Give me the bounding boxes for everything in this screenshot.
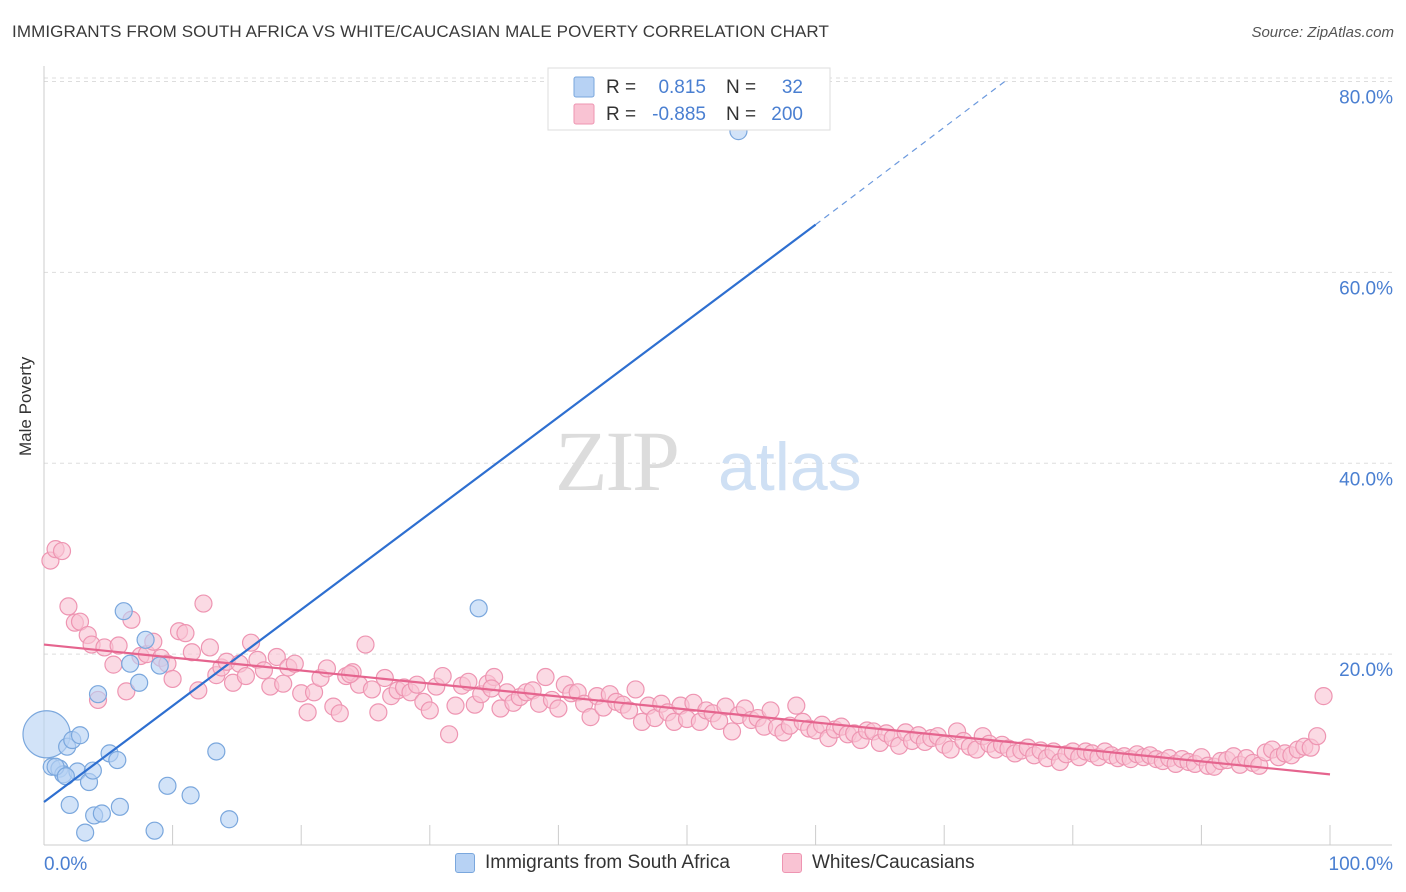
- data-point: [104, 655, 123, 674]
- data-point: [241, 633, 261, 652]
- data-point: [163, 669, 182, 689]
- data-point: [298, 703, 317, 722]
- data-point: [220, 810, 239, 829]
- legend-item-immigrants[interactable]: Immigrants from South Africa: [455, 852, 730, 874]
- data-point: [1308, 727, 1327, 746]
- legend-stats-box: [547, 67, 831, 131]
- data-point: [70, 612, 90, 631]
- data-point: [176, 624, 195, 643]
- data-point: [356, 635, 375, 654]
- data-point: [182, 643, 201, 662]
- data-point: [70, 726, 90, 745]
- source-attribution: Source: ZipAtlas.com: [1251, 24, 1394, 41]
- data-point: [722, 722, 742, 741]
- data-point: [110, 797, 129, 816]
- data-point: [109, 636, 128, 655]
- legend-item-whites[interactable]: Whites/Caucasians: [782, 852, 975, 874]
- data-point: [254, 661, 274, 680]
- data-point: [59, 597, 78, 616]
- data-point: [536, 667, 555, 687]
- trend-line-whites: [43, 643, 1331, 776]
- legend-r-value: -0.885: [652, 104, 706, 125]
- y-tick-label: 20.0%: [1339, 660, 1393, 681]
- y-tick-label: 40.0%: [1339, 469, 1393, 490]
- data-point: [76, 823, 95, 842]
- y-tick-label: 80.0%: [1339, 88, 1393, 109]
- legend-r-value: 0.815: [658, 77, 706, 98]
- legend-stats: R = 0.815 N = 32 R = -0.885 N = 200: [547, 67, 831, 131]
- y-tick-label: 60.0%: [1339, 278, 1393, 299]
- x-tick-label: 100.0%: [1329, 854, 1394, 875]
- y-axis-label: Male Poverty: [16, 356, 35, 456]
- data-point: [194, 594, 213, 613]
- data-point: [52, 541, 72, 561]
- data-point: [88, 685, 108, 704]
- data-point: [145, 821, 164, 840]
- legend-bottom: Immigrants from South Africa Whites/Cauc…: [0, 852, 1406, 878]
- data-point: [787, 696, 806, 715]
- legend-r-label: R =: [606, 77, 636, 98]
- trend-line-immigrants-dashed: [815, 78, 1009, 226]
- data-point: [446, 696, 465, 715]
- legend-n-label: N =: [726, 77, 756, 98]
- data-point: [267, 647, 286, 667]
- data-point: [626, 680, 645, 699]
- data-point: [439, 725, 459, 744]
- series-immigrants-points: [22, 122, 748, 842]
- data-point: [407, 675, 427, 694]
- legend-swatch-blue: [455, 853, 475, 873]
- data-point: [207, 742, 226, 761]
- data-point: [189, 681, 208, 700]
- data-point: [620, 701, 639, 720]
- data-point: [236, 666, 256, 686]
- data-point: [121, 654, 140, 673]
- series-whites-points: [41, 540, 1333, 776]
- legend-label-whites: Whites/Caucasians: [812, 852, 975, 873]
- data-point: [581, 708, 600, 727]
- data-point: [1314, 687, 1333, 706]
- trend-lines: [43, 78, 1331, 803]
- data-point: [330, 704, 349, 723]
- data-point: [285, 654, 304, 673]
- data-point: [181, 786, 200, 805]
- tick-labels: 20.0% 40.0% 60.0% 80.0% 0.0% 100.0%: [44, 88, 1393, 876]
- watermark-atlas: atlas: [718, 429, 862, 505]
- legend-swatch-pink: [782, 853, 802, 873]
- legend-n-value: 200: [771, 104, 803, 125]
- gridlines: [44, 77, 1392, 655]
- legend-label-immigrants: Immigrants from South Africa: [485, 852, 730, 873]
- data-point: [941, 740, 960, 759]
- data-point: [130, 673, 149, 692]
- data-point: [117, 682, 136, 701]
- legend-n-label: N =: [726, 104, 756, 125]
- data-point: [716, 697, 735, 716]
- data-point: [92, 804, 111, 823]
- data-point: [108, 750, 127, 770]
- data-point: [362, 680, 382, 699]
- data-point: [420, 701, 439, 720]
- data-point: [114, 602, 133, 621]
- trend-line-immigrants: [43, 223, 817, 803]
- legend-stats-swatch: [573, 103, 595, 125]
- chart-title: IMMIGRANTS FROM SOUTH AFRICA VS WHITE/CA…: [12, 22, 829, 41]
- watermark-zip: ZIP: [555, 413, 678, 509]
- data-point: [158, 776, 177, 795]
- data-point: [200, 638, 219, 657]
- data-point: [549, 699, 568, 718]
- data-point: [136, 630, 155, 649]
- data-point: [469, 599, 488, 618]
- data-point: [433, 666, 452, 686]
- legend-r-label: R =: [606, 104, 636, 125]
- data-point: [150, 656, 169, 675]
- data-point: [274, 674, 293, 693]
- watermark: ZIP atlas: [555, 413, 862, 509]
- data-point: [369, 703, 388, 722]
- legend-stats-swatch: [573, 76, 595, 98]
- x-tick-label: 0.0%: [44, 854, 87, 875]
- legend-n-value: 32: [782, 77, 803, 98]
- data-point: [60, 795, 79, 815]
